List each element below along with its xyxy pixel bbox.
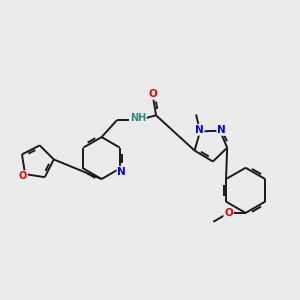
Text: N: N [117,167,126,177]
Text: NH: NH [130,113,146,123]
Text: O: O [224,208,233,218]
Text: O: O [148,89,157,99]
Text: N: N [195,125,204,135]
Text: N: N [217,125,226,135]
Text: O: O [19,171,27,181]
